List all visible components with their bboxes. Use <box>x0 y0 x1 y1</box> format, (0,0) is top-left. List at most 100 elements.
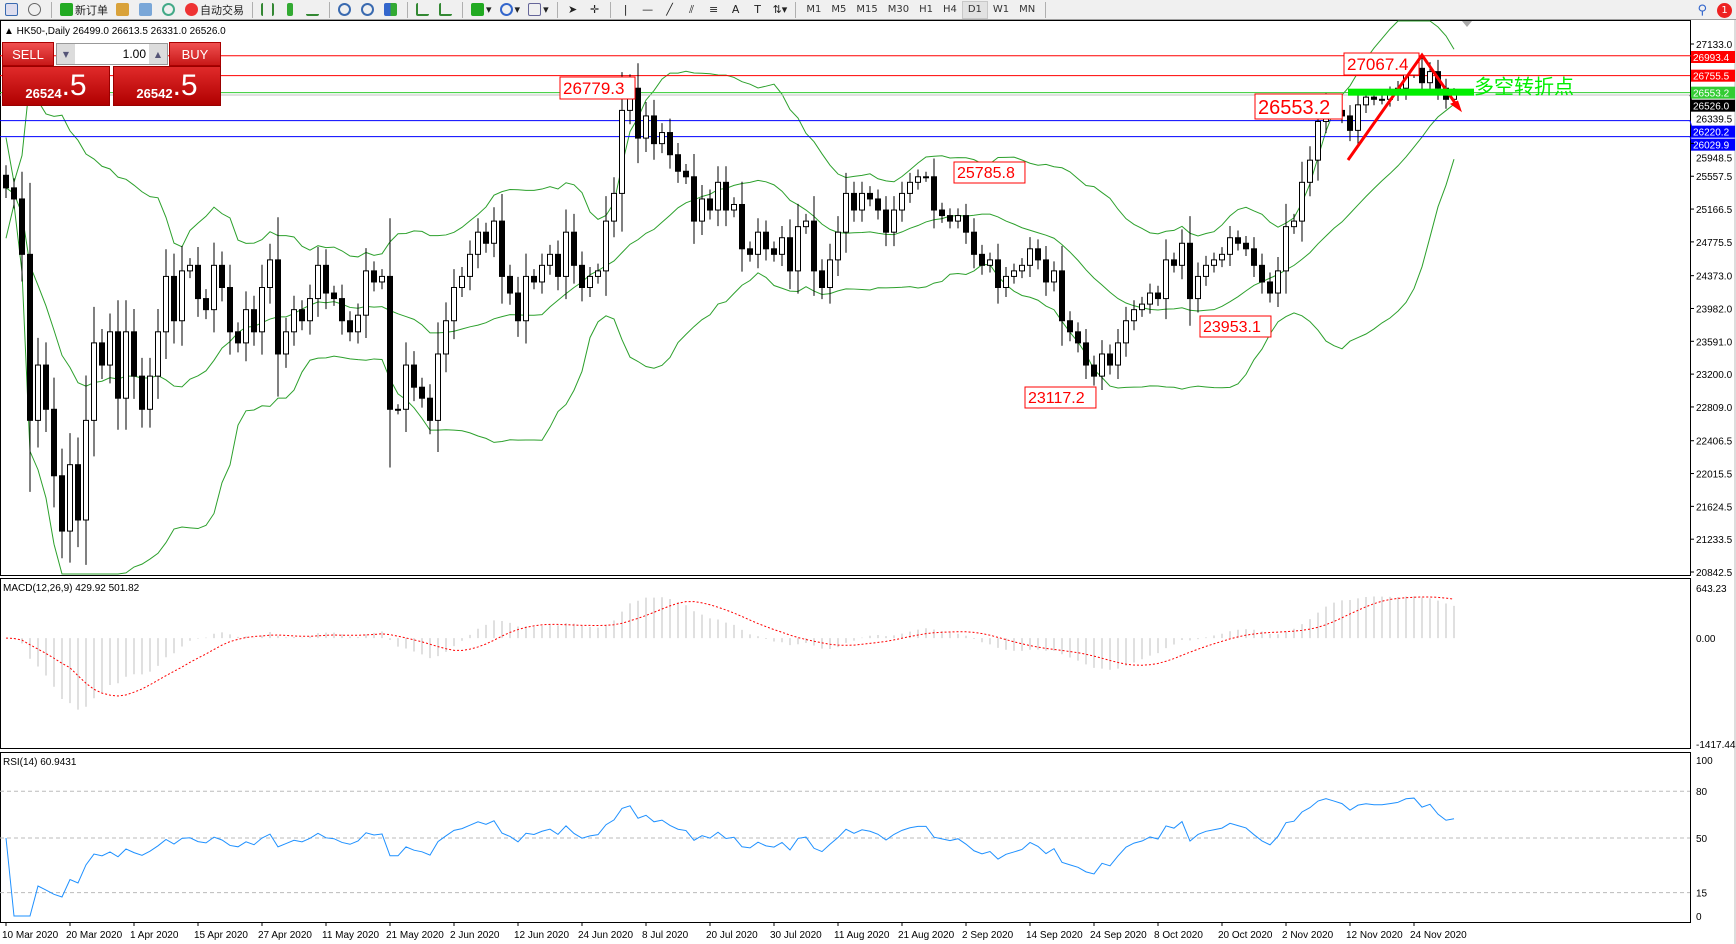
candle <box>131 309 137 399</box>
price-level-tag: 26993.4 <box>1689 51 1735 64</box>
candle <box>195 247 201 317</box>
crosshair-button[interactable]: ✛ <box>585 1 605 19</box>
lot-size-input[interactable]: 1.00 <box>122 47 146 61</box>
timeframe-m1[interactable]: M1 <box>806 4 822 15</box>
tile-windows-button[interactable] <box>381 1 402 19</box>
buy-price-main: 26542 <box>136 86 173 101</box>
new-order-button[interactable]: 新订单 <box>57 1 111 19</box>
candle <box>83 375 89 565</box>
person-icon <box>139 3 152 16</box>
sell-price[interactable]: 26524.5 <box>2 66 110 106</box>
bearish-candle-body <box>1171 259 1177 266</box>
signals-button[interactable] <box>159 1 180 19</box>
rsi-axis-label: 50 <box>1696 834 1708 845</box>
magnifier-icon <box>28 3 41 16</box>
buy-price[interactable]: 26542.5 <box>113 66 221 106</box>
navigator-button[interactable] <box>113 1 134 19</box>
candle <box>659 123 665 154</box>
vertical-line-button[interactable]: | <box>616 1 636 19</box>
annotation-box <box>953 161 1026 184</box>
periods-button[interactable]: ▾ <box>497 1 524 19</box>
increase-lot-icon[interactable]: ▲ <box>149 44 167 64</box>
indicators-button[interactable]: ▾ <box>468 1 495 19</box>
timeframe-h4[interactable]: H4 <box>942 4 957 15</box>
decrease-lot-icon[interactable]: ▼ <box>57 44 75 64</box>
date-axis-label: 12 Jun 2020 <box>514 930 569 941</box>
candle <box>867 186 873 207</box>
candle <box>387 218 393 468</box>
line-chart-button[interactable] <box>303 1 324 19</box>
bullish-candle-body <box>1227 237 1233 255</box>
separator <box>329 1 330 18</box>
bullish-candle-body <box>1379 98 1385 101</box>
candle <box>1027 237 1033 277</box>
auto-scroll-button[interactable] <box>413 1 434 19</box>
zoom-in-button[interactable] <box>335 1 356 19</box>
rsi-axis-label: 15 <box>1696 889 1708 900</box>
price-axis-label: 25166.5 <box>1696 205 1733 216</box>
lot-size-stepper[interactable]: ▼ 1.00 ▲ <box>56 43 168 65</box>
zoom-window-button[interactable] <box>25 1 46 19</box>
date-axis-label: 24 Nov 2020 <box>1410 930 1467 941</box>
text-button[interactable]: A <box>726 1 746 19</box>
search-icon[interactable]: ⚲ <box>1697 2 1707 18</box>
candle <box>379 269 385 290</box>
auto-trading-button[interactable]: 自动交易 <box>182 1 247 19</box>
bearish-candle-body <box>763 231 769 250</box>
bearish-candle-body <box>299 309 305 322</box>
candle <box>523 253 529 344</box>
timeframe-w1[interactable]: W1 <box>992 4 1010 15</box>
bearish-candle-body <box>139 375 145 410</box>
fibonacci-button[interactable]: ≡ <box>704 1 724 19</box>
notification-badge[interactable]: 1 <box>1717 2 1732 18</box>
timeframe-d1[interactable]: D1 <box>961 0 988 19</box>
cursor-button[interactable]: ➤ <box>563 1 583 19</box>
candle <box>899 181 905 222</box>
templates-button[interactable]: ▾ <box>525 1 552 19</box>
candle <box>1083 328 1089 379</box>
candle <box>995 243 1001 304</box>
arrows-button[interactable]: ⇅▾ <box>770 1 791 19</box>
price-tag-label: 26553.2 <box>1693 89 1730 100</box>
candle <box>1019 258 1025 279</box>
date-axis-label: 30 Jul 2020 <box>770 930 822 941</box>
candle <box>51 377 57 508</box>
terminal-button[interactable] <box>136 1 157 19</box>
candle <box>1347 105 1353 142</box>
timeframe-m5[interactable]: M5 <box>831 4 847 15</box>
bearish-candle-body <box>691 176 697 222</box>
horizontal-line-button[interactable]: — <box>638 1 658 19</box>
timeframe-mn[interactable]: MN <box>1019 4 1036 15</box>
bearish-candle-body <box>195 264 201 300</box>
bullish-candle-body <box>35 364 41 421</box>
bearish-candle-body <box>323 264 329 294</box>
zoom-in-icon <box>338 3 351 16</box>
sell-button[interactable]: SELL <box>2 42 54 66</box>
bullish-candle-body <box>891 209 897 233</box>
candlestick-button[interactable] <box>281 1 301 19</box>
timeframe-m15[interactable]: M15 <box>856 4 878 15</box>
macd-axis-label: -1417.44 <box>1696 740 1736 751</box>
bar-chart-button[interactable] <box>258 1 279 19</box>
timeframe-m30[interactable]: M30 <box>887 4 910 15</box>
chart-canvas[interactable]: 26779.3 27067.4 26553.2 25785.8 23953.1 23117… <box>0 20 1736 944</box>
zoom-out-button[interactable] <box>358 1 379 19</box>
macd-signal-line <box>5 596 1455 697</box>
candle <box>227 264 233 355</box>
candle <box>1307 146 1313 197</box>
bearish-candle-body <box>19 198 25 255</box>
label-button[interactable]: T <box>748 1 768 19</box>
file-button[interactable] <box>2 1 23 19</box>
price-tag-label: 26526.0 <box>1693 102 1730 113</box>
trendline-button[interactable]: ╱ <box>660 1 680 19</box>
candle <box>371 261 377 292</box>
price-annotation: 26553.2 <box>1254 93 1343 120</box>
candle <box>259 264 265 355</box>
candle <box>1147 283 1153 314</box>
chart-shift-button[interactable] <box>436 1 457 19</box>
bullish-candle-body <box>1195 275 1201 300</box>
macd-axis-label: 0.00 <box>1696 634 1716 645</box>
timeframe-h1[interactable]: H1 <box>919 4 933 15</box>
buy-button[interactable]: BUY <box>169 42 221 66</box>
channel-button[interactable]: ⫽ <box>682 1 702 19</box>
